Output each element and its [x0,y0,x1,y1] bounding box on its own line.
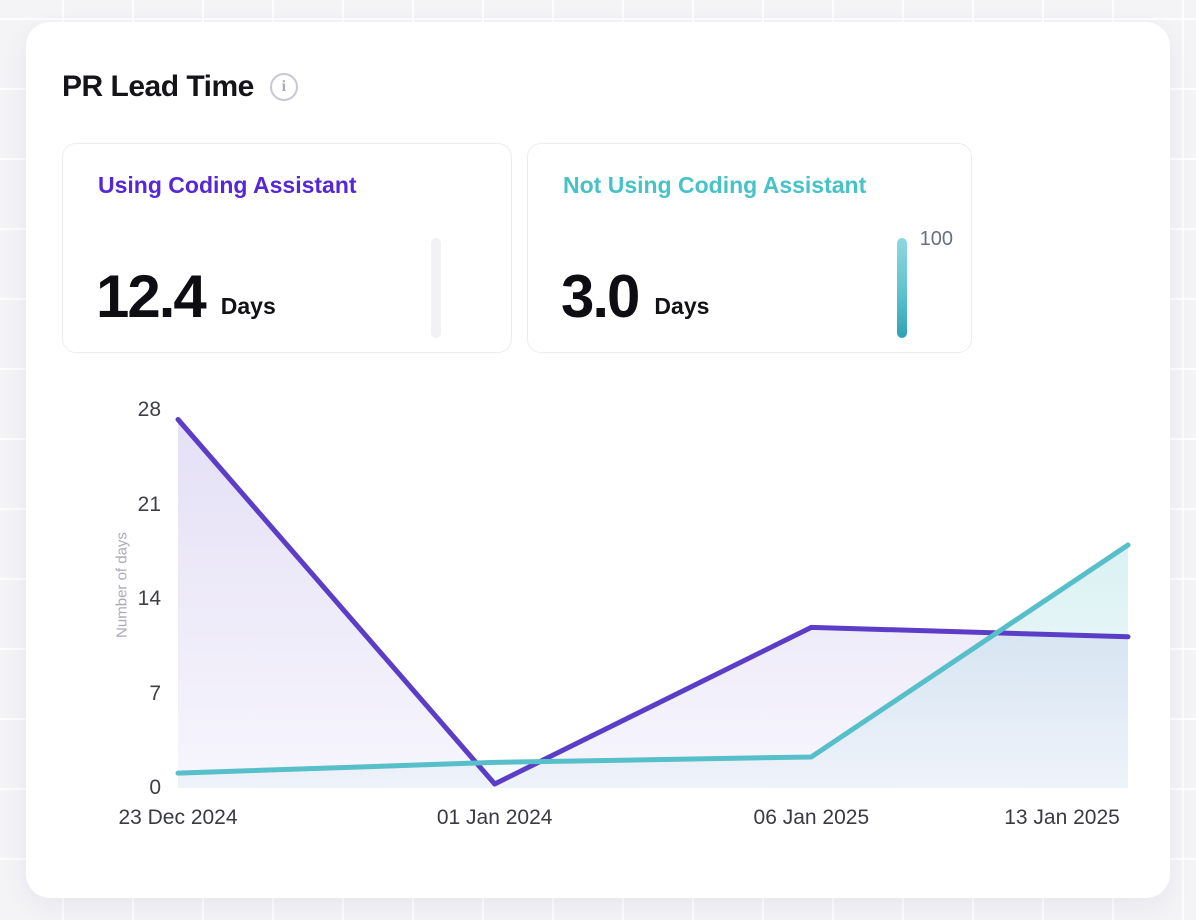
stat-card-not-using-assistant: Not Using Coding Assistant 3.0 Days 100 [527,143,972,353]
pr-lead-time-card: PR Lead Time i Using Coding Assistant 12… [26,22,1170,898]
info-icon[interactable]: i [269,73,298,101]
y-axis-tick: 7 [149,681,161,705]
gauge-bar [897,238,907,338]
x-axis-label: 01 Jan 2024 [436,806,553,829]
area-1 [178,545,1128,788]
stat-label: Using Coding Assistant [98,172,357,198]
stat-unit: Days [654,293,710,319]
stat-label: Not Using Coding Assistant [563,172,867,198]
stat-unit: Days [220,293,276,319]
stat-value-row: 12.4 Days [96,262,276,330]
gauge-label: 100 [919,228,953,250]
page-title: PR Lead Time [62,70,254,103]
y-axis-tick: 21 [137,492,161,516]
y-axis-tick: 28 [137,398,161,421]
x-axis-label: 23 Dec 2024 [118,806,238,829]
x-axis-label: 13 Jan 2025 [1004,806,1120,829]
y-axis-tick: 0 [149,776,161,799]
stat-value: 12.4 [96,262,207,330]
gauge-bar [431,238,441,338]
series-line-1 [175,542,1131,776]
x-axis-label: 06 Jan 2025 [753,806,870,829]
series-line-0 [175,416,1131,787]
stat-card-using-assistant: Using Coding Assistant 12.4 Days [62,143,512,353]
stat-value-row: 3.0 Days [561,262,710,330]
y-axis-title: Number of days [113,532,131,638]
stat-value: 3.0 [561,262,640,330]
card-header: PR Lead Time i [62,70,298,104]
y-axis-tick: 14 [137,587,161,610]
lead-time-line-chart[interactable] [175,400,1131,793]
